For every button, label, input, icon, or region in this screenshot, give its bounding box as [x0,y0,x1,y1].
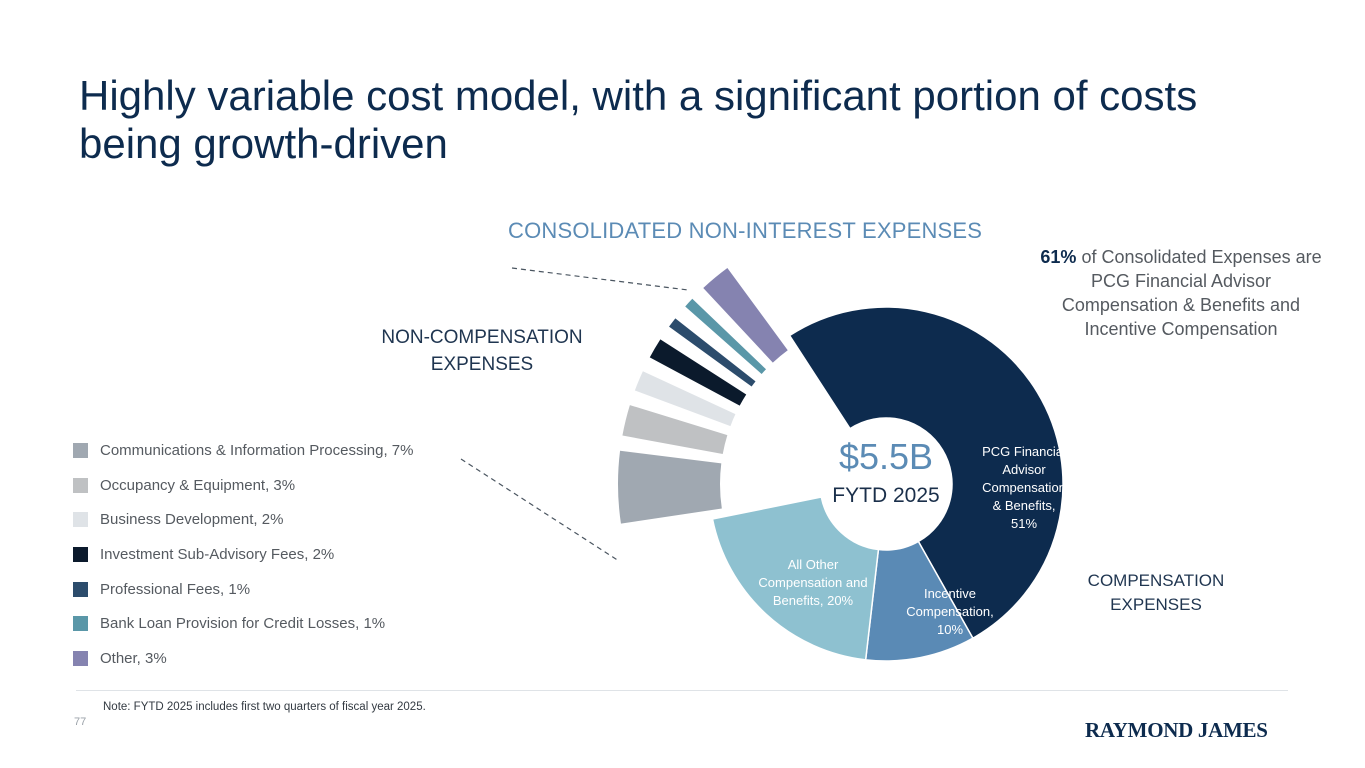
legend-label: Professional Fees, 1% [100,580,251,598]
legend-item: Bank Loan Provision for Credit Losses, 1… [73,606,413,641]
legend-label: Communications & Information Processing,… [100,441,414,459]
legend-item: Investment Sub-Advisory Fees, 2% [73,537,413,572]
bar-occupancy-and-equipment [622,405,728,454]
footer-divider [76,690,1288,691]
legend-item: Other, 3% [73,641,413,676]
non-compensation-label: NON-COMPENSATION EXPENSES [381,327,583,375]
page-title: Highly variable cost model, with a signi… [79,72,1198,167]
connector-lines [460,267,689,562]
bar-business-development [634,371,736,427]
callout-body: of Consolidated Expenses are PCG Financi… [1061,247,1322,339]
legend-item: Business Development, 2% [73,502,413,537]
page-number: 77 [74,716,87,728]
legend-swatch [73,512,88,528]
slice-label-pcg-financial-advisor-compensation-and-benefits: PCG Financial Advisor Compensation & Benefi… [982,444,1066,531]
legend-label: Bank Loan Provision for Credit Losses, 1… [100,615,386,633]
legend-swatch [73,546,88,562]
slice-all-other-compensation-and-benefits [711,496,880,661]
legend-label: Other, 3% [100,649,167,667]
slice-label-all-other-compensation-and-benefits: All Other Compensation and Benefits, 20% [758,557,867,608]
slice-label-incentive-compensation: Incentive Compensation, 10% [906,586,993,637]
non-compensation-bars [618,267,788,524]
footnote: Note: FYTD 2025 includes first two quart… [103,701,426,713]
legend-item: Occupancy & Equipment, 3% [73,468,413,503]
legend: Communications & Information Processing,… [73,433,413,676]
legend-swatch [73,650,88,666]
legend-item: Professional Fees, 1% [73,572,413,607]
bar-professional-fees [669,318,756,387]
center-value: $5.5B [839,436,933,477]
legend-swatch [73,616,88,632]
connector-bottom [460,458,620,562]
raymond-james-logo: RAYMOND JAMES [1085,718,1268,742]
bar-other [703,267,788,363]
legend-label: Occupancy & Equipment, 3% [100,476,296,494]
bar-communications-and-information-processing [618,450,722,524]
compensation-slices [711,306,1064,662]
legend-swatch [73,581,88,597]
legend-label: Investment Sub-Advisory Fees, 2% [100,545,335,563]
callout-highlight: 61% [1040,247,1077,267]
compensation-label: COMPENSATION EXPENSES [1087,571,1225,614]
slice-pcg-financial-advisor-compensation-and-benefits [788,306,1064,640]
slice-labels: PCG Financial Advisor Compensation & Benefi… [758,444,1066,637]
bar-bank-loan-provision-for-credit-losses [685,298,767,375]
bar-investment-sub-advisory-fees [649,339,747,406]
center-label: FYTD 2025 [832,484,939,507]
legend-swatch [73,442,88,458]
chart-title: CONSOLIDATED NON-INTEREST EXPENSES [508,218,983,243]
legend-swatch [73,477,88,493]
legend-label: Business Development, 2% [100,511,284,529]
connector-top [511,267,689,291]
legend-item: Communications & Information Processing,… [73,433,413,468]
callout-text: 61% of Consolidated Expenses are PCG Fin… [1032,245,1330,341]
